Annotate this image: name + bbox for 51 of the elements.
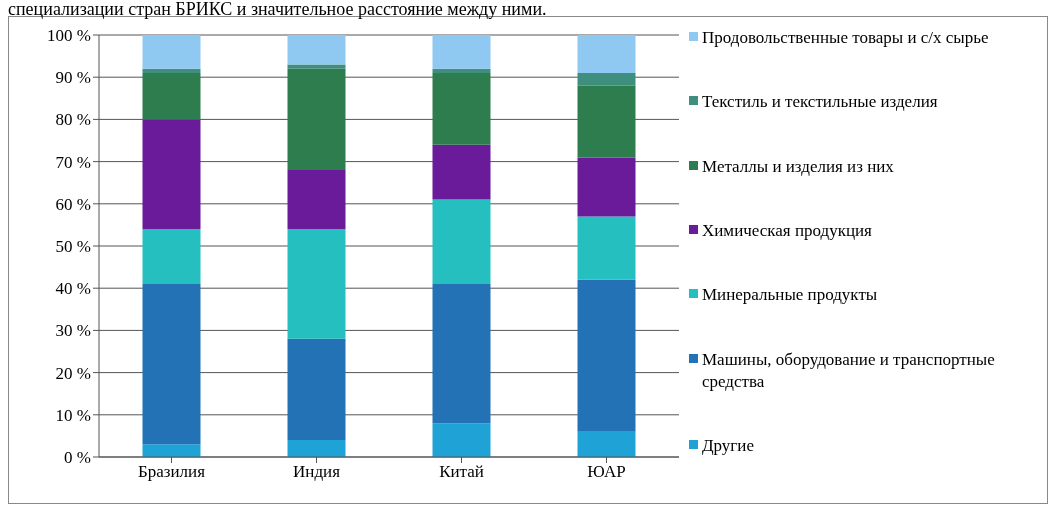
bar bbox=[577, 216, 636, 280]
bar bbox=[142, 229, 201, 284]
bar bbox=[432, 283, 491, 424]
bar bbox=[142, 444, 201, 457]
bar bbox=[142, 35, 201, 69]
y-tick-label: 30 % bbox=[55, 321, 91, 341]
bar bbox=[432, 72, 491, 145]
legend-label: Другие bbox=[702, 434, 755, 457]
legend-label: Минеральные продукты bbox=[702, 284, 879, 307]
x-tick-label: Китай bbox=[439, 462, 484, 482]
legend-label: Продовольственные товары и с/х сырье bbox=[702, 27, 990, 49]
x-tick-label: ЮАР bbox=[587, 462, 626, 482]
legend-label: Машины, оборудование и транспортные средства bbox=[702, 348, 996, 393]
x-tick-label: Индия bbox=[293, 462, 341, 482]
y-tick-label: 80 % bbox=[55, 110, 91, 130]
bar bbox=[142, 72, 201, 120]
y-tick-label: 40 % bbox=[55, 279, 91, 299]
y-tick-label: 10 % bbox=[55, 405, 91, 425]
legend-label: Текстиль и текстильные изделия bbox=[702, 91, 939, 114]
y-tick-label: 20 % bbox=[55, 363, 91, 383]
bar bbox=[432, 35, 491, 69]
bar bbox=[142, 283, 201, 445]
x-tick-label: Бразилия bbox=[137, 462, 206, 482]
bar bbox=[142, 68, 201, 73]
bar bbox=[577, 72, 636, 86]
bar bbox=[287, 170, 346, 230]
bar bbox=[287, 440, 346, 457]
bar bbox=[287, 68, 346, 171]
bar bbox=[432, 199, 491, 284]
bar bbox=[287, 64, 346, 69]
bar bbox=[432, 423, 491, 457]
y-tick-label: 70 % bbox=[55, 152, 91, 172]
y-tick-label: 0 % bbox=[64, 448, 91, 468]
bar bbox=[577, 35, 636, 73]
legend-label: Химическая продукция bbox=[702, 220, 873, 242]
y-tick-label: 100 % bbox=[47, 26, 91, 46]
bar bbox=[577, 279, 636, 432]
bar bbox=[142, 119, 201, 230]
bar bbox=[577, 157, 636, 217]
y-tick-label: 90 % bbox=[55, 68, 91, 88]
legend-label: Металлы и изделия из них bbox=[702, 155, 895, 178]
bar bbox=[432, 68, 491, 73]
y-tick-label: 50 % bbox=[55, 237, 91, 257]
bar bbox=[287, 35, 346, 65]
bar bbox=[577, 431, 636, 457]
bar bbox=[577, 85, 636, 158]
text: специализации стран БРИКС и значительное расстояние между ними. bbox=[8, 0, 548, 19]
bar bbox=[287, 338, 346, 441]
bar bbox=[287, 229, 346, 339]
bar bbox=[432, 144, 491, 200]
y-tick-label: 60 % bbox=[55, 194, 91, 214]
